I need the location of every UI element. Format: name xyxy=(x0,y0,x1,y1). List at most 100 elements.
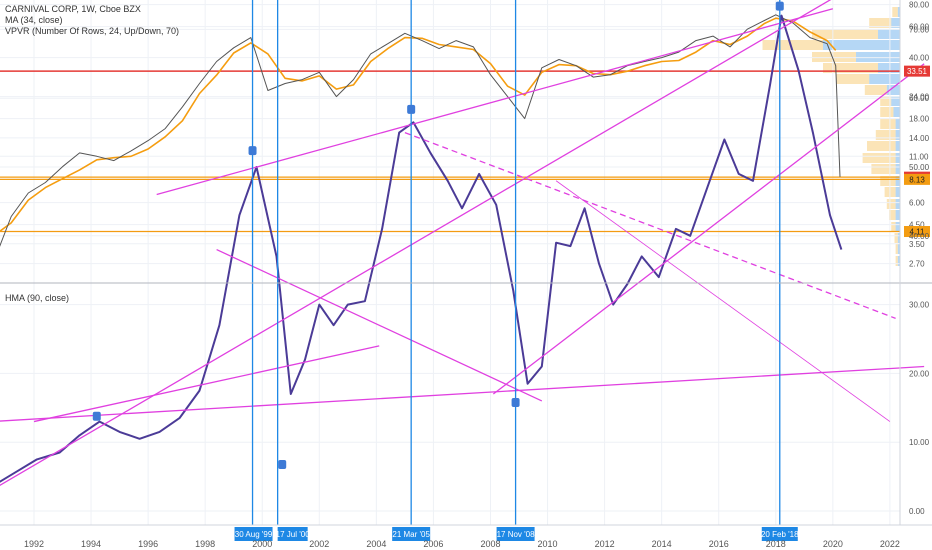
price-tick-label: 6.00 xyxy=(909,199,925,208)
vp-down-bar xyxy=(812,29,878,39)
event-date-box xyxy=(761,527,798,541)
price-tick-label: 4.11 xyxy=(910,228,926,237)
price-tick-label: 3.50 xyxy=(909,240,925,249)
symbol-title[interactable]: CARNIVAL CORP, 1W, Cboe BZX xyxy=(5,4,141,14)
time-tick-label: 2016 xyxy=(709,539,729,549)
price-tag xyxy=(904,65,930,77)
vp-up-bar xyxy=(897,7,900,17)
trendline xyxy=(33,345,380,423)
vp-up-bar xyxy=(895,164,900,174)
price-tick-label: 40.00 xyxy=(909,54,930,63)
price-tick-label: 60.00 xyxy=(909,23,930,32)
vp-down-bar xyxy=(867,141,896,151)
vp-up-bar xyxy=(895,210,900,220)
thumb-marker-icon xyxy=(92,411,101,421)
time-tick-label: 2004 xyxy=(366,539,386,549)
vp-up-bar xyxy=(897,244,900,254)
hma-tick-label: 50.00 xyxy=(909,163,930,172)
price-tick-label: 11.00 xyxy=(909,152,929,161)
vp-up-bar xyxy=(897,233,900,243)
event-date-label: 17 Jul '00 xyxy=(276,530,311,539)
time-tick-label: 1996 xyxy=(138,539,158,549)
trendline xyxy=(555,180,891,422)
hma-legend[interactable]: HMA (90, close) xyxy=(5,293,70,303)
hma-tick-label: 10.00 xyxy=(909,438,930,447)
vp-down-bar xyxy=(836,74,870,84)
time-tick-label: 2018 xyxy=(766,539,786,549)
horizontal-levels xyxy=(0,70,900,233)
vp-down-bar xyxy=(862,153,896,163)
hma-tick-label: 0.00 xyxy=(909,507,925,516)
time-tick-label: 2010 xyxy=(538,539,558,549)
thumb-marker-icon xyxy=(407,104,416,114)
trendline xyxy=(404,131,896,319)
vp-down-bar xyxy=(812,52,856,62)
vp-up-bar xyxy=(878,63,900,73)
time-tick-label: 2020 xyxy=(823,539,843,549)
vp-up-bar xyxy=(891,96,900,106)
grid xyxy=(0,0,900,525)
thumb-marker-icon xyxy=(248,146,257,156)
ma-line xyxy=(0,17,837,233)
time-tick-label: 2014 xyxy=(652,539,672,549)
vp-down-bar xyxy=(880,107,894,117)
vp-down-bar xyxy=(892,7,898,17)
event-markers: 30 Aug '99 17 Jul '00 21 Mar '05 17 Nov '08… xyxy=(92,0,799,541)
price-line xyxy=(0,14,841,247)
event-date-box xyxy=(234,527,273,541)
vp-up-bar xyxy=(856,52,900,62)
price-tick-label: 2.70 xyxy=(909,260,925,269)
price-tick-label: 4.50 xyxy=(909,221,925,230)
event-date-label: 21 Mar '05 xyxy=(392,530,430,539)
price-tick-label: 33.51 xyxy=(907,67,928,76)
vp-down-bar xyxy=(895,256,898,266)
vp-up-bar xyxy=(823,40,900,50)
vp-up-bar xyxy=(878,29,900,39)
event-date-label: 30 Aug '99 xyxy=(235,530,273,539)
hma-series xyxy=(0,14,843,483)
thumb-marker-icon xyxy=(278,459,287,469)
hma-tick-label: 20.00 xyxy=(909,369,930,378)
vp-down-bar xyxy=(894,233,898,243)
time-tick-label: 1992 xyxy=(24,539,44,549)
hma-line xyxy=(0,14,843,483)
price-series xyxy=(0,14,841,247)
time-tick-label: 1994 xyxy=(81,539,101,549)
event-date-box xyxy=(277,527,308,541)
vp-up-bar xyxy=(891,18,900,28)
hma-tick-label: 30.00 xyxy=(909,301,930,310)
trendline xyxy=(0,0,832,486)
event-date-box xyxy=(496,527,535,541)
vp-down-bar xyxy=(895,244,898,254)
vp-down-bar xyxy=(871,164,896,174)
event-date-label: 20 Feb '18 xyxy=(761,530,799,539)
vp-down-bar xyxy=(880,176,896,186)
vp-up-bar xyxy=(893,107,900,117)
trendline xyxy=(216,248,543,402)
trendlines xyxy=(0,0,925,486)
time-tick-label: 2000 xyxy=(252,539,272,549)
hma-tick-label: 60.00 xyxy=(909,94,930,103)
price-tick-label: 24.00 xyxy=(909,93,930,102)
thumb-marker-icon xyxy=(511,398,520,408)
vp-down-bar xyxy=(886,199,896,209)
vp-up-bar xyxy=(895,141,900,151)
price-tick-label: 8.13 xyxy=(909,175,925,184)
vp-down-bar xyxy=(875,130,896,140)
time-tick-label: 2006 xyxy=(423,539,443,549)
trendline xyxy=(156,8,834,196)
vp-up-bar xyxy=(895,153,900,163)
vp-down-bar xyxy=(869,18,892,28)
hma-legend-box: HMA (90, close) xyxy=(5,293,69,304)
vpvr-legend[interactable]: VPVR (Number Of Rows, 24, Up/Down, 70) xyxy=(5,26,180,36)
ma-legend[interactable]: MA (34, close) xyxy=(5,15,63,25)
vp-up-bar xyxy=(895,199,900,209)
vp-down-bar xyxy=(889,210,896,220)
time-tick-label: 2012 xyxy=(595,539,615,549)
hma-tick-label: 40.00 xyxy=(909,232,930,241)
thumb-marker-icon xyxy=(775,1,784,11)
vp-down-bar xyxy=(864,85,887,95)
